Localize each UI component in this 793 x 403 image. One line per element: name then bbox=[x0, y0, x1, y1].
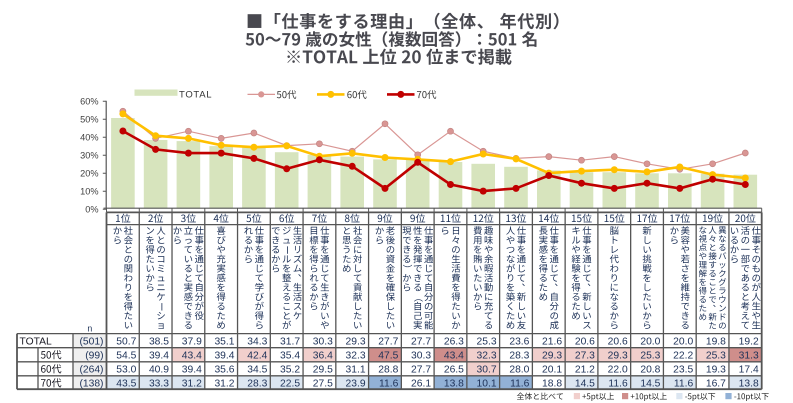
svg-text:20.8: 20.8 bbox=[640, 365, 660, 376]
svg-text:31.2: 31.2 bbox=[214, 379, 234, 390]
svg-text:35.4: 35.4 bbox=[280, 351, 300, 362]
svg-text:39.4: 39.4 bbox=[214, 351, 234, 362]
svg-text:31.3: 31.3 bbox=[739, 351, 759, 362]
svg-text:23.5: 23.5 bbox=[673, 365, 693, 376]
svg-text:50.7: 50.7 bbox=[116, 336, 136, 347]
svg-text:32.3: 32.3 bbox=[477, 351, 497, 362]
svg-text:34.5: 34.5 bbox=[247, 365, 267, 376]
svg-text:53.0: 53.0 bbox=[116, 365, 136, 376]
svg-text:27.5: 27.5 bbox=[313, 379, 333, 390]
svg-text:19.3: 19.3 bbox=[706, 365, 726, 376]
svg-text:28.3: 28.3 bbox=[509, 351, 529, 362]
svg-text:(264): (264) bbox=[79, 365, 103, 376]
svg-text:19.2: 19.2 bbox=[739, 336, 759, 347]
svg-text:35.6: 35.6 bbox=[214, 365, 234, 376]
svg-text:31.2: 31.2 bbox=[182, 379, 202, 390]
svg-text:22.2: 22.2 bbox=[673, 351, 693, 362]
svg-text:26.3: 26.3 bbox=[444, 336, 464, 347]
svg-text:39.4: 39.4 bbox=[182, 365, 202, 376]
svg-text:23.9: 23.9 bbox=[346, 379, 366, 390]
svg-text:27.7: 27.7 bbox=[411, 336, 431, 347]
svg-text:13.8: 13.8 bbox=[444, 379, 464, 390]
svg-text:54.5: 54.5 bbox=[116, 351, 136, 362]
svg-text:25.3: 25.3 bbox=[477, 336, 497, 347]
svg-text:25.3: 25.3 bbox=[706, 351, 726, 362]
svg-text:43.4: 43.4 bbox=[182, 351, 202, 362]
svg-text:n: n bbox=[87, 323, 92, 333]
svg-text:37.9: 37.9 bbox=[182, 336, 202, 347]
svg-text:TOTAL: TOTAL bbox=[179, 90, 212, 101]
svg-text:27.7: 27.7 bbox=[378, 336, 398, 347]
svg-text:47.5: 47.5 bbox=[378, 351, 398, 362]
svg-text:29.3: 29.3 bbox=[608, 351, 628, 362]
svg-text:20.6: 20.6 bbox=[608, 336, 628, 347]
svg-text:14.5: 14.5 bbox=[575, 379, 595, 390]
svg-text:35.2: 35.2 bbox=[280, 365, 300, 376]
svg-text:60%: 60% bbox=[80, 97, 98, 107]
svg-text:TOTAL: TOTAL bbox=[20, 336, 53, 347]
svg-text:(138): (138) bbox=[79, 379, 103, 390]
svg-text:22.0: 22.0 bbox=[608, 365, 628, 376]
svg-text:43.4: 43.4 bbox=[444, 351, 464, 362]
svg-text:20.6: 20.6 bbox=[575, 336, 595, 347]
svg-text:27.3: 27.3 bbox=[575, 351, 595, 362]
svg-text:16.7: 16.7 bbox=[706, 379, 726, 390]
svg-text:13.8: 13.8 bbox=[739, 379, 759, 390]
svg-text:38.5: 38.5 bbox=[149, 336, 169, 347]
svg-text:10.1: 10.1 bbox=[477, 379, 497, 390]
svg-text:43.5: 43.5 bbox=[116, 379, 136, 390]
svg-text:30.7: 30.7 bbox=[477, 365, 497, 376]
svg-text:28.8: 28.8 bbox=[378, 365, 398, 376]
svg-text:(501): (501) bbox=[79, 336, 103, 347]
svg-text:32.3: 32.3 bbox=[346, 351, 366, 362]
svg-text:22.5: 22.5 bbox=[280, 379, 300, 390]
svg-text:34.3: 34.3 bbox=[247, 336, 267, 347]
svg-text:26.5: 26.5 bbox=[444, 365, 464, 376]
svg-text:30%: 30% bbox=[80, 151, 98, 161]
svg-text:27.7: 27.7 bbox=[411, 365, 431, 376]
svg-text:23.6: 23.6 bbox=[509, 336, 529, 347]
svg-text:14.5: 14.5 bbox=[640, 379, 660, 390]
svg-text:20.0: 20.0 bbox=[673, 336, 693, 347]
svg-text:0%: 0% bbox=[85, 205, 98, 215]
svg-text:30.3: 30.3 bbox=[411, 351, 431, 362]
svg-text:21.2: 21.2 bbox=[575, 365, 595, 376]
svg-text:36.4: 36.4 bbox=[313, 351, 333, 362]
svg-text:31.7: 31.7 bbox=[280, 336, 300, 347]
svg-text:31.1: 31.1 bbox=[346, 365, 366, 376]
svg-text:29.3: 29.3 bbox=[542, 351, 562, 362]
svg-text:18.8: 18.8 bbox=[542, 379, 562, 390]
svg-text:28.3: 28.3 bbox=[247, 379, 267, 390]
svg-text:40.9: 40.9 bbox=[149, 365, 169, 376]
svg-text:35.1: 35.1 bbox=[214, 336, 234, 347]
svg-text:39.4: 39.4 bbox=[149, 351, 169, 362]
svg-text:29.5: 29.5 bbox=[313, 365, 333, 376]
svg-text:11.6: 11.6 bbox=[379, 379, 399, 390]
svg-text:40%: 40% bbox=[80, 133, 98, 143]
svg-text:11.6: 11.6 bbox=[510, 379, 530, 390]
svg-text:25.3: 25.3 bbox=[640, 351, 660, 362]
svg-text:20%: 20% bbox=[80, 169, 98, 179]
svg-text:20.0: 20.0 bbox=[640, 336, 660, 347]
svg-text:42.4: 42.4 bbox=[247, 351, 267, 362]
svg-text:29.3: 29.3 bbox=[346, 336, 366, 347]
svg-text:10%: 10% bbox=[80, 187, 98, 197]
svg-text:33.3: 33.3 bbox=[149, 379, 169, 390]
svg-text:(99): (99) bbox=[85, 351, 103, 362]
svg-text:26.1: 26.1 bbox=[411, 379, 431, 390]
svg-text:28.0: 28.0 bbox=[509, 365, 529, 376]
svg-text:21.6: 21.6 bbox=[542, 336, 562, 347]
svg-text:17.4: 17.4 bbox=[739, 365, 759, 376]
svg-text:30.3: 30.3 bbox=[313, 336, 333, 347]
svg-text:20.1: 20.1 bbox=[542, 365, 562, 376]
svg-text:50%: 50% bbox=[80, 115, 98, 125]
svg-text:11.6: 11.6 bbox=[674, 379, 694, 390]
svg-text:19.8: 19.8 bbox=[706, 336, 726, 347]
svg-text:11.6: 11.6 bbox=[608, 379, 628, 390]
